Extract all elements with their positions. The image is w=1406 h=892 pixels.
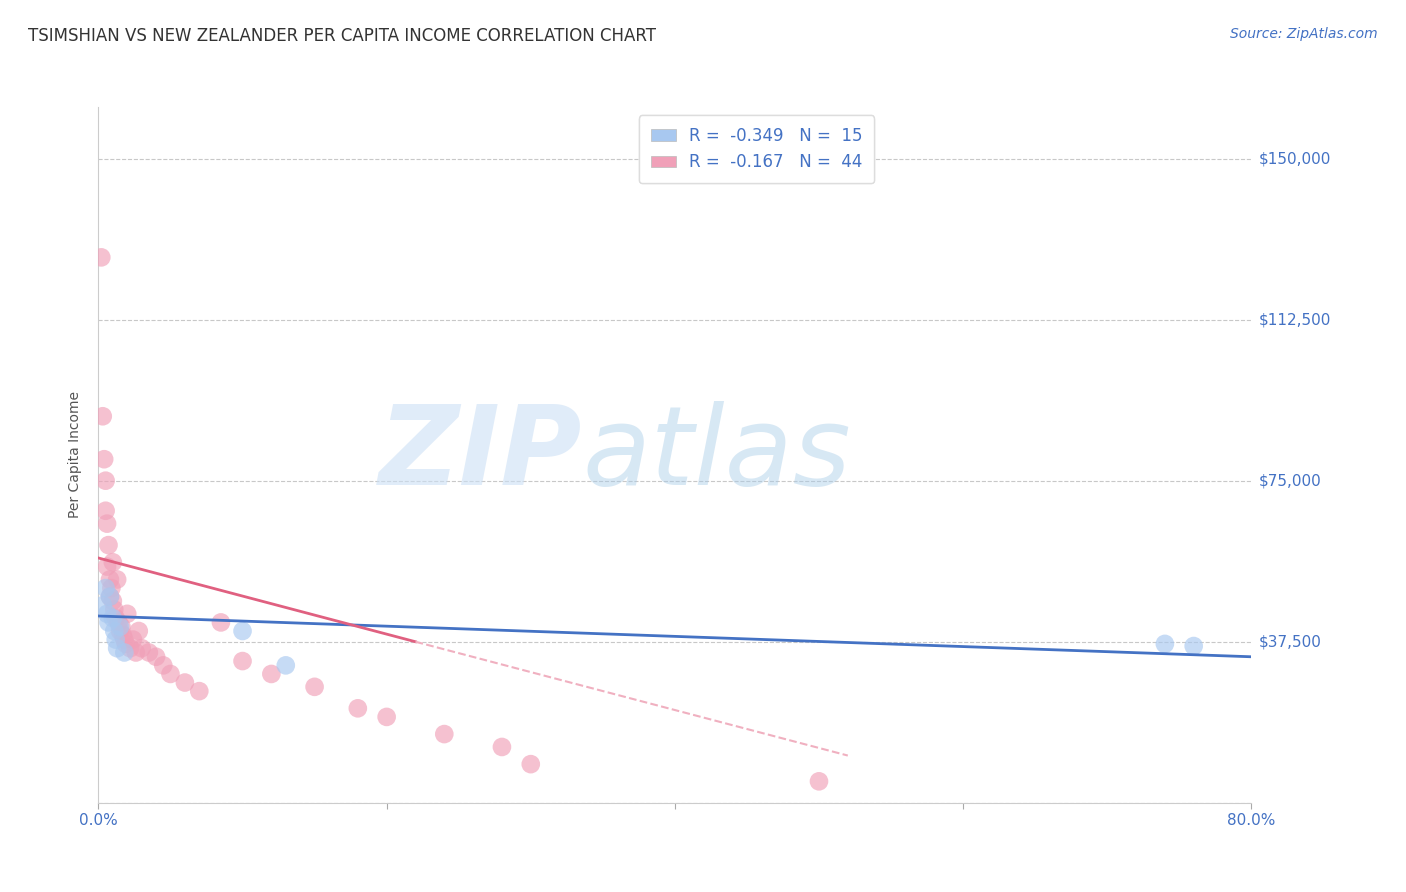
Y-axis label: Per Capita Income: Per Capita Income	[69, 392, 83, 518]
Point	[112, 645, 135, 659]
Text: ZIP: ZIP	[380, 401, 582, 508]
Point	[231, 624, 254, 638]
Point	[94, 504, 117, 518]
Point	[103, 602, 125, 616]
Point	[96, 516, 118, 531]
Point	[101, 611, 124, 625]
Point	[110, 620, 132, 634]
Text: $150,000: $150,000	[1258, 151, 1330, 166]
Point	[100, 581, 122, 595]
Point	[105, 641, 128, 656]
Point	[103, 624, 125, 638]
Point	[90, 251, 112, 265]
Point	[91, 599, 114, 613]
Point	[131, 641, 153, 656]
Point	[94, 474, 117, 488]
Point	[91, 409, 114, 424]
Point	[1153, 637, 1175, 651]
Point	[98, 590, 121, 604]
Point	[105, 573, 128, 587]
Text: atlas: atlas	[582, 401, 851, 508]
Point	[188, 684, 211, 698]
Point	[96, 559, 118, 574]
Point	[104, 611, 127, 625]
Point	[112, 632, 135, 647]
Point	[274, 658, 297, 673]
Point	[101, 594, 124, 608]
Point	[117, 607, 138, 621]
Point	[152, 658, 174, 673]
Point	[260, 667, 283, 681]
Point	[1182, 639, 1205, 653]
Point	[125, 645, 148, 659]
Point	[209, 615, 232, 630]
Point	[97, 538, 120, 552]
Text: TSIMSHIAN VS NEW ZEALANDER PER CAPITA INCOME CORRELATION CHART: TSIMSHIAN VS NEW ZEALANDER PER CAPITA IN…	[28, 27, 657, 45]
Point	[108, 624, 131, 638]
Point	[97, 615, 120, 630]
Point	[174, 675, 197, 690]
Point	[114, 637, 136, 651]
Legend: R =  -0.349   N =  15, R =  -0.167   N =  44: R = -0.349 N = 15, R = -0.167 N = 44	[638, 115, 875, 183]
Point	[520, 757, 543, 772]
Point	[807, 774, 830, 789]
Point	[101, 555, 124, 569]
Point	[93, 452, 115, 467]
Point	[98, 573, 121, 587]
Text: $112,500: $112,500	[1258, 312, 1330, 327]
Point	[159, 667, 181, 681]
Point	[128, 624, 150, 638]
Point	[375, 710, 398, 724]
Point	[94, 581, 117, 595]
Text: $75,000: $75,000	[1258, 473, 1322, 488]
Point	[104, 632, 127, 647]
Point	[433, 727, 456, 741]
Point	[96, 607, 118, 621]
Point	[120, 641, 142, 656]
Point	[346, 701, 368, 715]
Point	[98, 590, 121, 604]
Point	[111, 628, 134, 642]
Point	[107, 615, 129, 630]
Text: $37,500: $37,500	[1258, 634, 1322, 649]
Text: Source: ZipAtlas.com: Source: ZipAtlas.com	[1230, 27, 1378, 41]
Point	[491, 739, 513, 754]
Point	[304, 680, 326, 694]
Point	[138, 645, 160, 659]
Point	[108, 620, 131, 634]
Point	[145, 649, 167, 664]
Point	[231, 654, 254, 668]
Point	[122, 632, 145, 647]
